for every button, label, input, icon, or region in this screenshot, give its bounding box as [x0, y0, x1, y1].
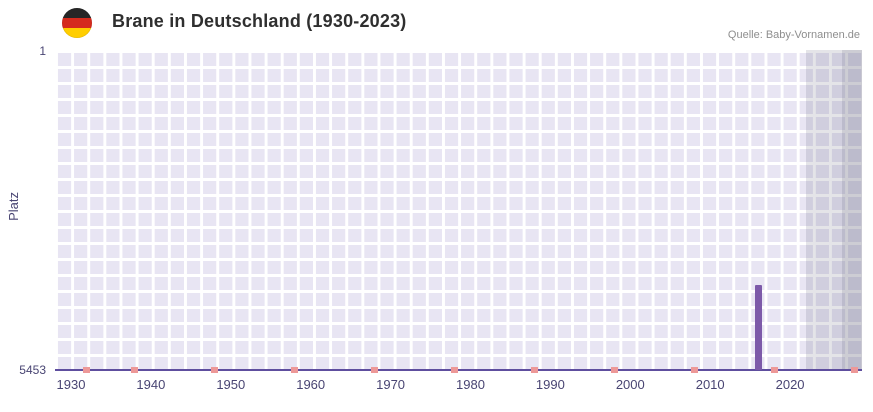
recent-years-band	[806, 50, 862, 370]
baseline-marker	[83, 367, 91, 373]
chart-title: Brane in Deutschland (1930-2023)	[112, 11, 407, 31]
plot-area	[55, 50, 862, 373]
germany-flag-icon	[62, 8, 92, 38]
baseline-marker	[770, 367, 778, 373]
x-axis-tick-labels: 1930 1940 1950 1960 1970 1980 1990 2000 2010 2020	[0, 377, 873, 395]
y-tick-bottom: 5453	[19, 363, 46, 377]
rank-bar	[754, 284, 762, 370]
baseline-marker	[131, 367, 139, 373]
baseline-marker	[690, 367, 698, 373]
baseline-marker	[451, 367, 458, 373]
y-tick-top: 1	[39, 44, 46, 58]
baseline-marker	[610, 367, 618, 373]
source-credit: Quelle: Baby-Vornamen.de	[727, 29, 860, 41]
y-axis-title: Platz	[6, 192, 21, 221]
baseline-marker	[530, 367, 538, 373]
x-tick-label: 1980	[456, 377, 485, 392]
x-tick-label: 1930	[56, 377, 86, 392]
x-tick-label: 2020	[775, 377, 805, 392]
x-tick-label: 1970	[376, 377, 406, 392]
x-tick-label: 1940	[136, 377, 166, 392]
x-tick-label: 2000	[615, 377, 645, 392]
x-tick-label: 1990	[535, 377, 565, 392]
baseline-marker	[371, 367, 379, 373]
baseline-marker	[291, 367, 299, 373]
x-tick-label: 2010	[695, 377, 725, 392]
baseline-marker	[211, 367, 219, 373]
x-tick-label: 1950	[216, 377, 246, 392]
baseline-marker	[850, 367, 858, 373]
recent-years-band-darker	[842, 50, 862, 370]
x-tick-label: 1960	[296, 377, 326, 392]
